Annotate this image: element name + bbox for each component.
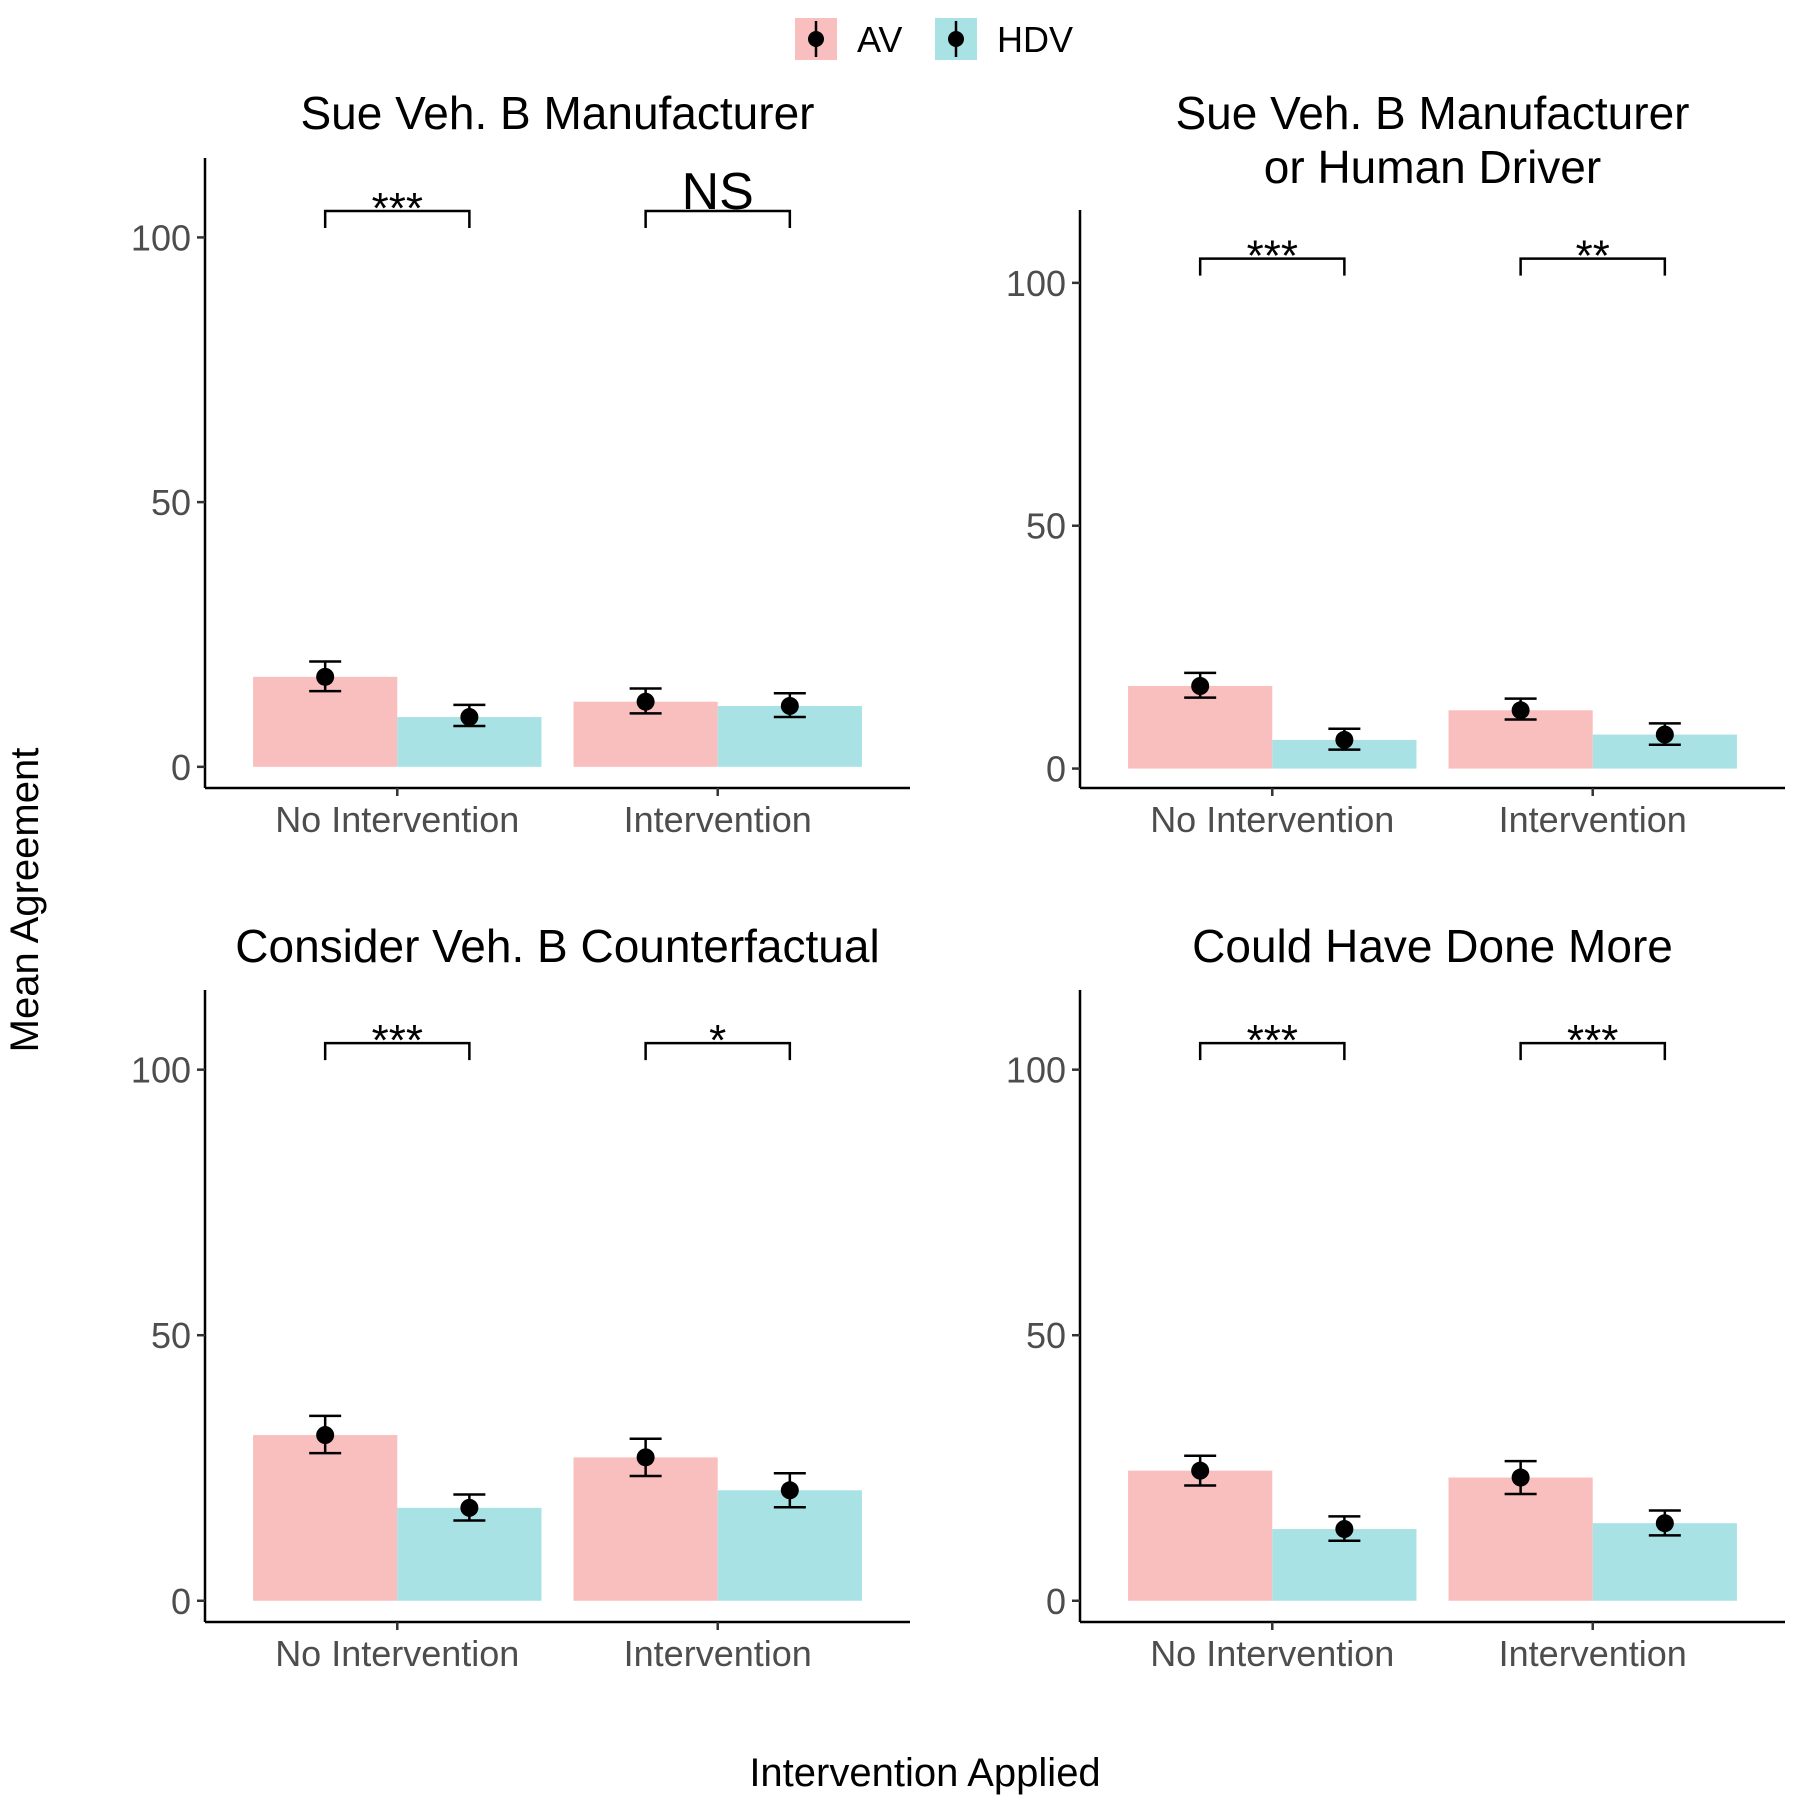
mean-point-hdv <box>780 696 799 715</box>
significance-bracket: *** <box>323 184 471 233</box>
panel-title: Sue Veh. B Manufacturer <box>301 87 815 139</box>
x-tick-label: Intervention <box>1499 1633 1687 1674</box>
bar-av <box>1448 1477 1593 1601</box>
bar-av <box>253 1435 398 1601</box>
legend-item-av: AV <box>795 18 902 60</box>
mean-point-hdv <box>780 1481 799 1500</box>
panel-title: Could Have Done More <box>1192 920 1673 972</box>
y-tick-label: 100 <box>131 217 191 258</box>
legend-key-point <box>808 31 824 47</box>
mean-point-hdv <box>460 708 479 727</box>
x-tick-label: No Intervention <box>1150 799 1394 840</box>
mean-point-av <box>1191 677 1210 695</box>
mean-point-hdv <box>1655 725 1674 744</box>
significance-label: * <box>709 1016 726 1065</box>
y-tick-label: 100 <box>1006 1050 1066 1091</box>
y-tick-label: 50 <box>151 482 191 523</box>
bar-hdv <box>717 1490 862 1601</box>
x-tick-label: No Intervention <box>275 799 519 840</box>
bar-av <box>1128 686 1273 769</box>
legend-key-point <box>948 31 964 47</box>
mean-point-av <box>636 1448 655 1467</box>
y-tick-label: 0 <box>1046 1581 1066 1622</box>
panel-title: Consider Veh. B Counterfactual <box>235 920 879 972</box>
bar-av <box>573 1457 718 1601</box>
mean-point-hdv <box>1655 1514 1674 1533</box>
x-tick-label: Intervention <box>1499 799 1687 840</box>
y-tick-label: 0 <box>171 1581 191 1622</box>
significance-bracket: ** <box>1519 232 1667 281</box>
x-tick-label: No Intervention <box>1150 1633 1394 1674</box>
mean-point-av <box>1511 701 1530 720</box>
x-axis-title: Intervention Applied <box>749 1751 1100 1795</box>
significance-label: *** <box>1247 232 1298 281</box>
mean-point-av <box>1511 1468 1530 1487</box>
y-tick-label: 0 <box>1046 749 1066 790</box>
panel-title: Sue Veh. B Manufacturer <box>1176 87 1690 139</box>
mean-point-av <box>316 667 335 686</box>
legend-item-hdv: HDV <box>935 18 1073 60</box>
mean-point-av <box>636 692 655 711</box>
y-tick-label: 50 <box>151 1315 191 1356</box>
mean-point-av <box>1191 1461 1210 1480</box>
significance-bracket: *** <box>1198 232 1346 281</box>
y-tick-label: 0 <box>171 747 191 788</box>
legend: AV HDV <box>795 18 1073 60</box>
bar-av <box>1128 1470 1273 1601</box>
y-tick-label: 100 <box>1006 263 1066 304</box>
legend-label: HDV <box>997 19 1073 60</box>
mean-point-hdv <box>460 1498 479 1517</box>
significance-label: ** <box>1576 232 1610 281</box>
significance-bracket: *** <box>1198 1016 1346 1065</box>
panel-title: or Human Driver <box>1264 141 1601 193</box>
significance-label: NS <box>682 163 754 221</box>
significance-bracket: * <box>644 1016 792 1065</box>
significance-bracket: *** <box>323 1016 471 1065</box>
legend-label: AV <box>857 19 902 60</box>
y-tick-label: 100 <box>131 1050 191 1091</box>
facet-panel-4: Could Have Done More *** *** 0 50 100 No Inter… <box>1006 920 1785 1674</box>
x-tick-label: No Intervention <box>275 1633 519 1674</box>
mean-point-hdv <box>1335 730 1354 749</box>
y-axis-title: Mean Agreement <box>3 748 47 1053</box>
significance-bracket: NS <box>644 163 792 228</box>
y-tick-label: 50 <box>1026 1315 1066 1356</box>
significance-label: *** <box>1247 1016 1298 1065</box>
x-tick-label: Intervention <box>624 1633 812 1674</box>
facet-panel-1: Sue Veh. B Manufacturer *** NS 0 50 100 No Int… <box>131 87 910 840</box>
significance-label: *** <box>372 1016 423 1065</box>
significance-label: *** <box>372 184 423 233</box>
significance-label: *** <box>1567 1016 1618 1065</box>
bar-hdv <box>397 1507 542 1601</box>
facet-panel-3: Consider Veh. B Counterfactual*** *050100… <box>131 920 910 1674</box>
y-tick-label: 50 <box>1026 506 1066 547</box>
mean-point-av <box>316 1426 335 1445</box>
x-tick-label: Intervention <box>624 799 812 840</box>
significance-bracket: *** <box>1519 1016 1667 1065</box>
mean-point-hdv <box>1335 1520 1354 1539</box>
